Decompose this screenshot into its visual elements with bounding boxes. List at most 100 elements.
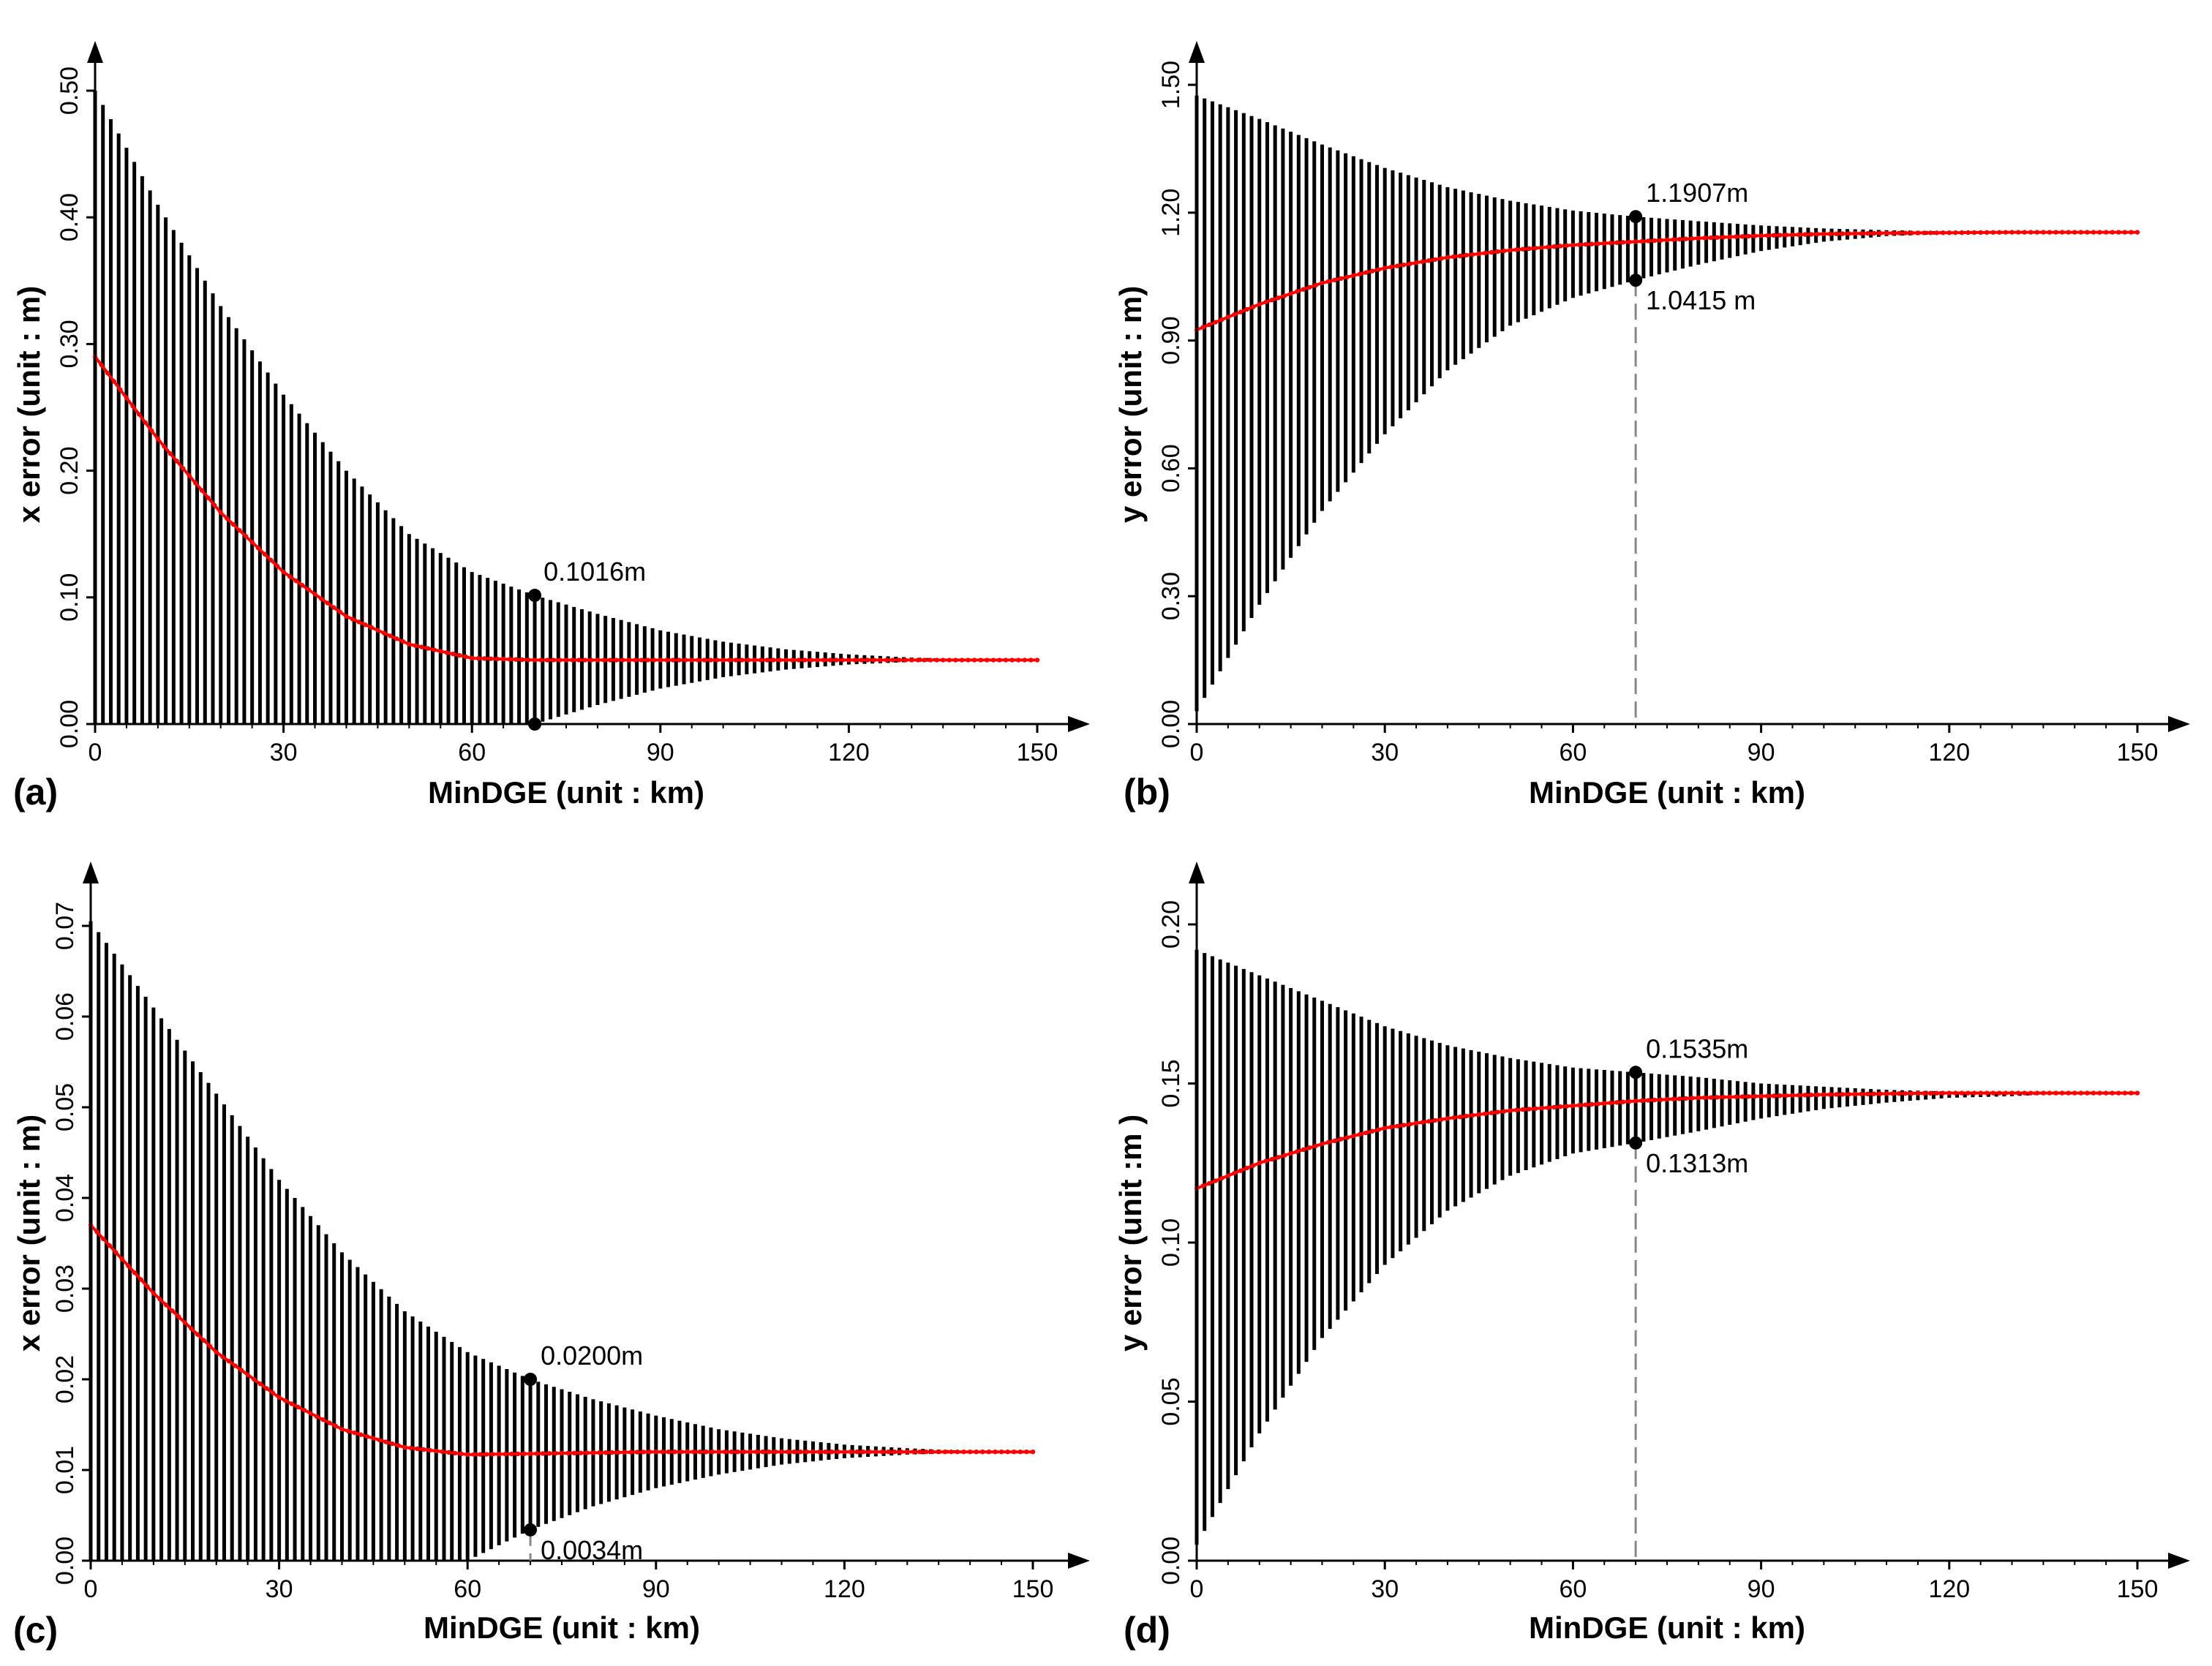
mean-point (1395, 263, 1400, 268)
mean-point (282, 1398, 288, 1403)
mean-point (2034, 1090, 2040, 1096)
mean-point (779, 1450, 784, 1455)
x-tick-label: 30 (266, 1575, 293, 1603)
mean-point (607, 657, 613, 663)
mean-point (268, 557, 274, 563)
mean-point (541, 1451, 546, 1456)
mean-point (214, 1349, 219, 1355)
mean-point (582, 657, 587, 663)
mean-point (1200, 325, 1205, 330)
mean-point (1620, 240, 1626, 245)
y-tick-label: 0.00 (56, 700, 83, 748)
mean-point (710, 1450, 715, 1455)
mean-point (1420, 1120, 1425, 1125)
mean-point (2047, 230, 2053, 235)
mean-point (1576, 242, 1582, 247)
annotation-label: 0.1535m (1646, 1033, 1748, 1063)
mean-point (427, 1447, 432, 1453)
mean-point (609, 1450, 614, 1455)
mean-point (2009, 1090, 2014, 1096)
mean-point (456, 652, 462, 658)
mean-point (758, 657, 764, 663)
mean-point (1859, 1091, 1864, 1097)
mean-point (1357, 271, 1363, 276)
mean-point (1269, 298, 1275, 303)
mean-point (488, 656, 494, 661)
mean-point (1915, 230, 1921, 235)
y-tick-label: 0.40 (56, 193, 83, 241)
mean-point (527, 1451, 533, 1456)
mean-point (1376, 267, 1381, 272)
mean-point (1821, 231, 1827, 237)
mean-point (1708, 1095, 1714, 1100)
mean-point (1997, 1090, 2002, 1096)
mean-point (1802, 1093, 1807, 1098)
mean-point (1017, 1450, 1023, 1455)
mean-point (1495, 1109, 1500, 1115)
mean-point (1514, 247, 1519, 252)
mean-point (1909, 1090, 1914, 1096)
x-tick-label: 90 (1748, 739, 1775, 766)
mean-point (1583, 241, 1588, 247)
mean-series (88, 1223, 1036, 1458)
mean-point (1652, 1097, 1658, 1103)
mean-point (998, 1450, 1004, 1455)
mean-point (155, 437, 161, 442)
mean-point (264, 1386, 269, 1391)
x-tick-label: 30 (1371, 739, 1399, 766)
mean-point (1464, 1113, 1469, 1119)
mean-point (1439, 256, 1444, 261)
mean-point (986, 1450, 992, 1455)
mean-point (503, 1451, 508, 1457)
mean-point (170, 1308, 175, 1313)
mean-point (578, 1450, 583, 1455)
mean-point (1030, 1450, 1036, 1455)
mean-point (2009, 230, 2014, 235)
y-axis-title: y error (unit : m) (1113, 286, 1148, 523)
mean-point (2053, 230, 2058, 235)
mean-point (2103, 230, 2109, 235)
mean-point (915, 657, 921, 663)
mean-point (1238, 1168, 1244, 1173)
mean-point (471, 1452, 476, 1457)
mean-point (337, 609, 343, 614)
mean-point (1878, 1091, 1883, 1096)
mean-point (1219, 1175, 1224, 1181)
annotation-label: 1.0415 m (1646, 285, 1756, 315)
mean-point (563, 657, 569, 663)
mean-point (400, 638, 405, 644)
mean-point (514, 657, 519, 662)
mean-point (641, 1450, 646, 1455)
mean-point (377, 1437, 383, 1443)
mean-point (1758, 1093, 1764, 1099)
annotation-label: 0.0034m (541, 1535, 643, 1565)
mean-point (1213, 1178, 1218, 1183)
mean-point (1034, 657, 1040, 663)
mean-point (1664, 1097, 1670, 1102)
y-tick-label: 1.20 (1157, 189, 1185, 237)
mean-point (854, 1450, 859, 1455)
mean-point (522, 1451, 527, 1457)
mean-point (974, 1450, 979, 1455)
mean-point (1871, 230, 1877, 236)
mean-point (358, 1432, 364, 1437)
mean-point (752, 657, 757, 663)
mean-point (1263, 299, 1268, 305)
mean-point (1840, 1092, 1846, 1097)
mean-point (2085, 230, 2090, 235)
mean-point (1778, 233, 1783, 238)
mean-point (1382, 265, 1388, 271)
mean-point (2003, 230, 2009, 235)
y-tick-label: 1.50 (1157, 61, 1185, 109)
mean-point (130, 404, 135, 409)
mean-point (852, 657, 858, 663)
x-tick-label: 150 (1012, 1575, 1054, 1603)
marker-point (1629, 210, 1643, 224)
mean-point (256, 546, 261, 551)
mean-point (1739, 1094, 1745, 1099)
mean-point (2047, 1090, 2053, 1096)
mean-point (1313, 1143, 1319, 1148)
mean-point (1614, 1100, 1620, 1105)
mean-point (356, 619, 361, 625)
mean-point (105, 371, 110, 376)
